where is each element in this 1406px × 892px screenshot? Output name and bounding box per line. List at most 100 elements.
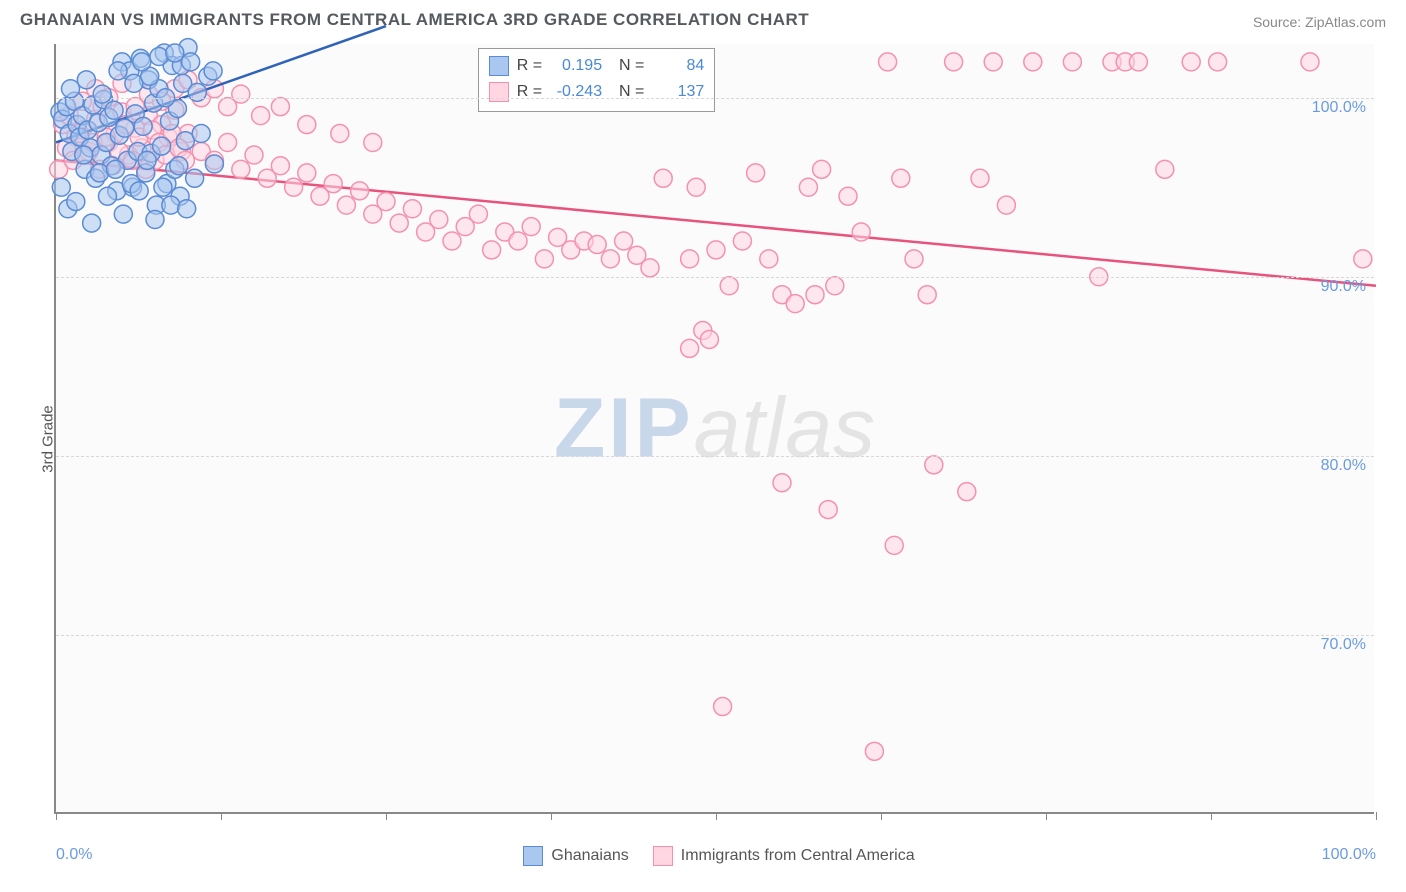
legend-label-1: Ghanaians: [551, 847, 628, 865]
scatter-point: [509, 232, 527, 250]
scatter-point: [786, 295, 804, 313]
scatter-point: [885, 536, 903, 554]
scatter-point: [601, 250, 619, 268]
scatter-point: [153, 137, 171, 155]
correl-swatch: [489, 56, 509, 76]
scatter-point: [588, 236, 606, 254]
scatter-point: [138, 151, 156, 169]
scatter-point: [687, 178, 705, 196]
legend-item-1: Ghanaians: [523, 846, 628, 866]
gridline-h: [56, 98, 1374, 99]
legend-swatch-2: [653, 846, 673, 866]
scatter-point: [331, 125, 349, 143]
scatter-point: [166, 44, 184, 62]
xtick: [551, 812, 552, 820]
xtick: [1211, 812, 1212, 820]
scatter-point: [1129, 53, 1147, 71]
ytick-label: 100.0%: [1312, 99, 1366, 117]
scatter-point: [984, 53, 1002, 71]
scatter-point: [271, 157, 289, 175]
correl-n-label: N =: [610, 57, 644, 75]
scatter-point: [390, 214, 408, 232]
scatter-point: [154, 178, 172, 196]
scatter-point: [1354, 250, 1372, 268]
correl-n-value: 84: [652, 57, 704, 75]
scatter-point: [130, 182, 148, 200]
scatter-point: [641, 259, 659, 277]
scatter-point: [105, 101, 123, 119]
legend-label-2: Immigrants from Central America: [681, 847, 915, 865]
scatter-point: [62, 80, 80, 98]
scatter-point: [337, 196, 355, 214]
scatter-point: [813, 160, 831, 178]
scatter-plot: ZIPatlas R =0.195 N =84R =-0.243 N =137 …: [54, 44, 1374, 814]
correl-r-value: 0.195: [550, 57, 602, 75]
scatter-point: [232, 160, 250, 178]
scatter-point: [146, 210, 164, 228]
scatter-point: [958, 483, 976, 501]
scatter-point: [714, 698, 732, 716]
scatter-point: [1301, 53, 1319, 71]
scatter-point: [892, 169, 910, 187]
legend-item-2: Immigrants from Central America: [653, 846, 915, 866]
scatter-point: [806, 286, 824, 304]
scatter-point: [1209, 53, 1227, 71]
xtick: [386, 812, 387, 820]
scatter-point: [997, 196, 1015, 214]
gridline-h: [56, 456, 1374, 457]
chart-title: GHANAIAN VS IMMIGRANTS FROM CENTRAL AMER…: [20, 10, 809, 30]
correl-r-label: R =: [517, 57, 542, 75]
ytick-label: 80.0%: [1321, 457, 1366, 475]
correlation-legend: R =0.195 N =84R =-0.243 N =137: [478, 48, 716, 112]
scatter-point: [826, 277, 844, 295]
xtick: [881, 812, 882, 820]
scatter-point: [945, 53, 963, 71]
scatter-point: [773, 474, 791, 492]
scatter-point: [443, 232, 461, 250]
xtick: [1376, 812, 1377, 820]
scatter-point: [192, 125, 210, 143]
scatter-point: [905, 250, 923, 268]
scatter-point: [535, 250, 553, 268]
scatter-point: [186, 169, 204, 187]
scatter-point: [204, 62, 222, 80]
scatter-point: [971, 169, 989, 187]
scatter-point: [377, 193, 395, 211]
bottom-legend: Ghanaians Immigrants from Central Americ…: [44, 846, 1394, 866]
scatter-point: [681, 250, 699, 268]
scatter-point: [918, 286, 936, 304]
scatter-point: [351, 182, 369, 200]
scatter-point: [182, 53, 200, 71]
scatter-point: [106, 160, 124, 178]
scatter-point: [1063, 53, 1081, 71]
scatter-point: [700, 330, 718, 348]
scatter-point: [681, 339, 699, 357]
scatter-point: [707, 241, 725, 259]
scatter-point: [403, 200, 421, 218]
scatter-point: [271, 98, 289, 116]
scatter-point: [879, 53, 897, 71]
xtick: [716, 812, 717, 820]
scatter-point: [205, 155, 223, 173]
scatter-point: [760, 250, 778, 268]
scatter-point: [133, 53, 151, 71]
scatter-point: [114, 205, 132, 223]
scatter-point: [285, 178, 303, 196]
scatter-point: [91, 164, 109, 182]
scatter-point: [219, 133, 237, 151]
scatter-point: [839, 187, 857, 205]
scatter-point: [98, 187, 116, 205]
gridline-h: [56, 277, 1374, 278]
scatter-point: [170, 157, 188, 175]
xtick: [56, 812, 57, 820]
scatter-point: [324, 175, 342, 193]
legend-swatch-1: [523, 846, 543, 866]
scatter-point: [522, 218, 540, 236]
xtick: [1046, 812, 1047, 820]
scatter-point: [298, 164, 316, 182]
scatter-point: [178, 200, 196, 218]
scatter-point: [298, 116, 316, 134]
correl-row: R = 0.195 N = 84: [489, 53, 705, 79]
scatter-point: [799, 178, 817, 196]
scatter-point: [52, 178, 70, 196]
